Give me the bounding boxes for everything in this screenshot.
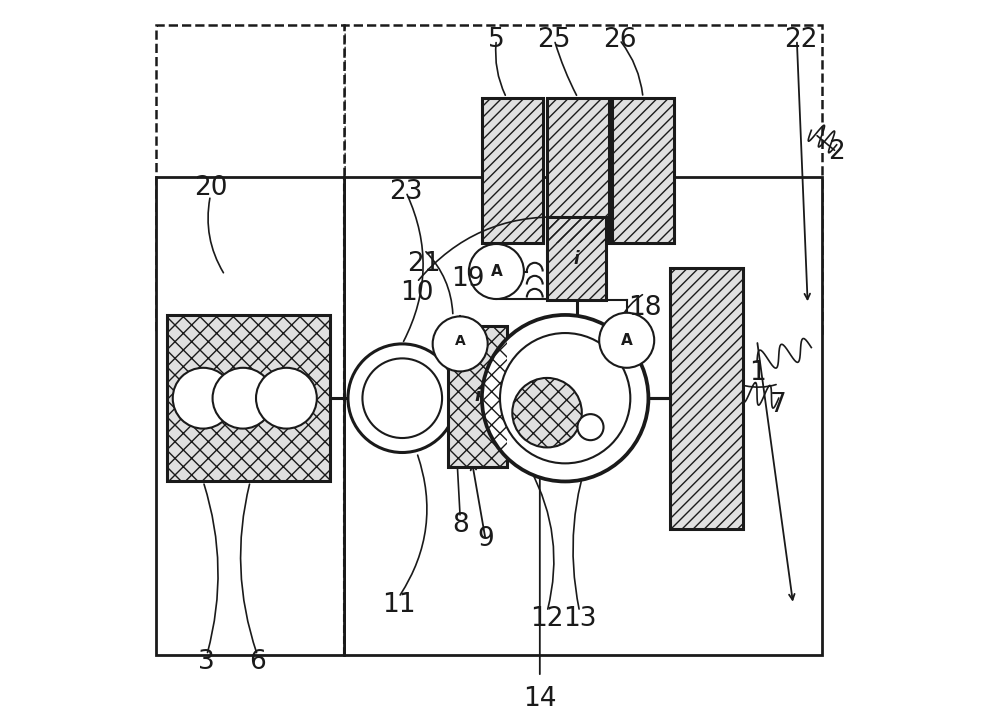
Circle shape [348,344,457,452]
Text: 11: 11 [382,592,415,618]
Text: 5: 5 [488,27,505,53]
Bar [670,268,743,529]
Text: 22: 22 [784,27,817,53]
Text: 26: 26 [603,27,636,53]
Text: 7: 7 [770,392,787,418]
Text: 12: 12 [530,606,564,632]
Text: 3: 3 [198,649,215,675]
Text: 13: 13 [563,606,596,632]
Circle shape [599,313,654,368]
Text: i: i [574,250,580,268]
Bar [547,98,609,243]
Text: i: i [474,387,481,405]
Circle shape [173,368,234,429]
Bar [670,268,743,529]
Bar [482,98,543,243]
Circle shape [469,244,524,299]
Text: 20: 20 [194,175,227,201]
Text: A: A [455,334,466,348]
Bar [448,326,507,467]
Bar [344,177,822,655]
Circle shape [433,316,488,371]
Text: 8: 8 [452,512,469,538]
Text: 6: 6 [249,649,266,675]
Text: 18: 18 [628,295,662,321]
Text: 19: 19 [451,266,484,292]
Bar [612,98,674,243]
Circle shape [482,315,648,481]
Text: 9: 9 [477,526,494,552]
Bar [167,315,330,481]
Text: 1: 1 [749,360,765,386]
Bar [547,98,609,243]
Circle shape [362,358,442,438]
Bar [547,217,606,300]
Bar [156,25,344,333]
Text: A: A [491,264,502,279]
Text: 10: 10 [400,280,433,306]
Bar [167,315,330,481]
Circle shape [213,368,273,429]
Circle shape [577,414,604,440]
Text: 21: 21 [407,251,441,277]
Circle shape [500,333,630,463]
Bar [612,98,674,243]
Circle shape [512,378,582,447]
Circle shape [256,368,317,429]
Bar [448,326,507,467]
Text: 14: 14 [523,686,557,712]
Bar [344,25,822,333]
Bar [547,217,606,300]
Text: 23: 23 [389,179,423,205]
Text: 2: 2 [828,139,845,165]
Text: A: A [621,333,633,348]
Bar [482,98,543,243]
Bar [156,177,344,655]
Text: 25: 25 [538,27,571,53]
